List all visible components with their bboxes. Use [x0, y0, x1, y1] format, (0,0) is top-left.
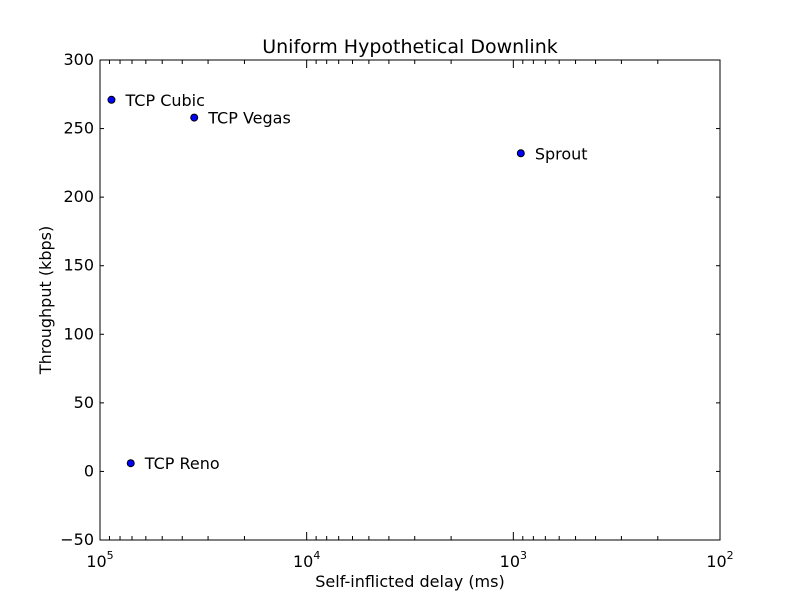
y-tick-label: 250 [63, 119, 94, 138]
data-point-label: TCP Vegas [207, 109, 291, 128]
data-point [107, 95, 116, 104]
data-point [516, 149, 525, 158]
data-point [190, 113, 199, 122]
x-axis-label: Self-inflicted delay (ms) [315, 572, 504, 591]
y-tick-label: 50 [74, 393, 94, 412]
y-tick-label: 200 [63, 187, 94, 206]
y-tick-label: 100 [63, 324, 94, 343]
x-tick-label: 103 [500, 549, 527, 571]
data-point-label: TCP Reno [144, 454, 220, 473]
axis-ticks [99, 59, 721, 541]
x-tick-labels: 105 104 103 102 [86, 549, 733, 571]
plot-area [99, 59, 721, 541]
y-tick-label: 300 [63, 50, 94, 69]
x-tick-label: 104 [293, 549, 320, 571]
y-tick-label: 150 [63, 256, 94, 275]
x-tick-label: 105 [86, 549, 113, 571]
x-tick-label: 102 [706, 549, 733, 571]
chart-title: Uniform Hypothetical Downlink [262, 36, 558, 58]
data-point-label: TCP Cubic [124, 91, 204, 110]
y-tick-label: −50 [60, 530, 94, 549]
data-point-label: Sprout [535, 144, 588, 163]
y-tick-labels: −50 0 50 100 150 200 250 300 [60, 50, 94, 549]
y-tick-label: 0 [84, 461, 94, 480]
data-point [126, 459, 135, 468]
y-axis-label: Throughput (kbps) [36, 226, 55, 375]
